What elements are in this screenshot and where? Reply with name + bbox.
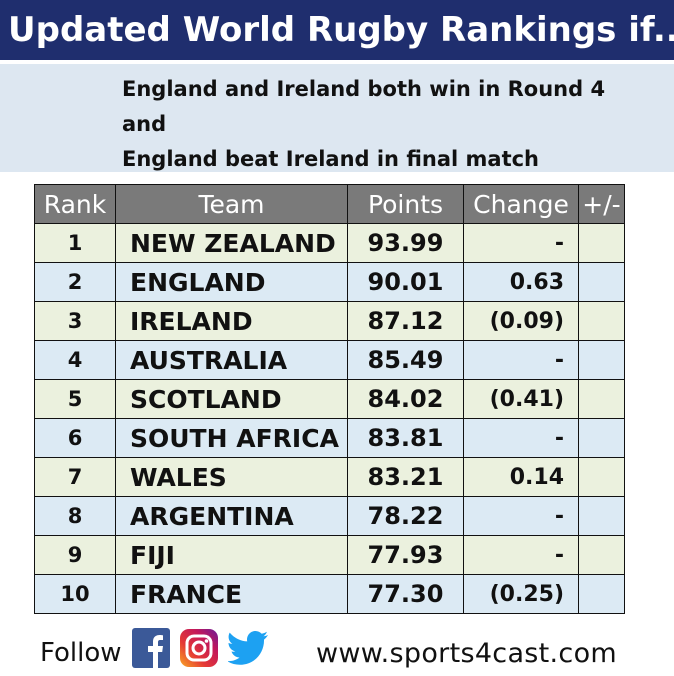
points-cell: 77.93 [347,535,464,575]
team-cell: SCOTLAND [115,379,348,419]
table-row: 8 ARGENTINA 78.22 - [34,496,625,536]
footer: Follow www.sports4cas [0,624,674,676]
website-link[interactable]: www.sports4cast.com [316,638,617,669]
scenario-line-1: England and Ireland both win in Round 4 [122,77,606,101]
rank-cell: 10 [34,574,116,614]
facebook-icon[interactable] [132,628,170,672]
points-cell: 90.01 [347,262,464,302]
points-cell: 83.81 [347,418,464,458]
rank-cell: 7 [34,457,116,497]
table-row: 4 AUSTRALIA 85.49 - [34,340,625,380]
rank-cell: 9 [34,535,116,575]
plus-minus-cell [578,496,625,536]
instagram-icon[interactable] [180,628,218,672]
plus-minus-cell [578,223,625,263]
table-row: 5 SCOTLAND 84.02 (0.41) [34,379,625,419]
plus-minus-cell [578,262,625,302]
rank-cell: 1 [34,223,116,263]
change-cell: 0.63 [463,262,579,302]
change-cell: - [463,223,579,263]
table-row: 9 FIJI 77.93 - [34,535,625,575]
rank-cell: 8 [34,496,116,536]
table-row: 7 WALES 83.21 0.14 [34,457,625,497]
header-rank: Rank [34,184,116,224]
header-points: Points [347,184,464,224]
header-team: Team [115,184,348,224]
header-change: Change [463,184,579,224]
page-title: Updated World Rugby Rankings if... [0,0,674,60]
follow-label: Follow [40,638,122,668]
team-cell: FRANCE [115,574,348,614]
rank-cell: 4 [34,340,116,380]
team-cell: SOUTH AFRICA [115,418,348,458]
scenario-line-3: England beat Ireland in final match [122,147,540,171]
points-cell: 85.49 [347,340,464,380]
points-cell: 77.30 [347,574,464,614]
team-cell: AUSTRALIA [115,340,348,380]
rank-cell: 5 [34,379,116,419]
plus-minus-cell [578,574,625,614]
table-row: 3 IRELAND 87.12 (0.09) [34,301,625,341]
rankings-table-container: Rank Team Points Change +/- 1 NEW ZEALAN… [34,184,625,614]
change-cell: - [463,496,579,536]
plus-minus-cell [578,418,625,458]
table-row: 2 ENGLAND 90.01 0.63 [34,262,625,302]
rank-cell: 2 [34,262,116,302]
change-cell: - [463,535,579,575]
plus-minus-cell [578,301,625,341]
plus-minus-cell [578,379,625,419]
scenario-panel: England and Ireland both win in Round 4 … [0,64,674,172]
points-cell: 93.99 [347,223,464,263]
change-cell: (0.25) [463,574,579,614]
points-cell: 78.22 [347,496,464,536]
change-cell: - [463,340,579,380]
points-cell: 83.21 [347,457,464,497]
plus-minus-cell [578,535,625,575]
points-cell: 87.12 [347,301,464,341]
table-header-row: Rank Team Points Change +/- [34,184,625,224]
team-cell: NEW ZEALAND [115,223,348,263]
points-cell: 84.02 [347,379,464,419]
header-plus-minus: +/- [578,184,625,224]
team-cell: WALES [115,457,348,497]
rank-cell: 6 [34,418,116,458]
change-cell: (0.09) [463,301,579,341]
team-cell: ENGLAND [115,262,348,302]
team-cell: FIJI [115,535,348,575]
team-cell: ARGENTINA [115,496,348,536]
plus-minus-cell [578,457,625,497]
table-row: 1 NEW ZEALAND 93.99 - [34,223,625,263]
change-cell: 0.14 [463,457,579,497]
team-cell: IRELAND [115,301,348,341]
twitter-icon[interactable] [226,628,270,672]
change-cell: (0.41) [463,379,579,419]
plus-minus-cell [578,340,625,380]
table-row: 10 FRANCE 77.30 (0.25) [34,574,625,614]
table-row: 6 SOUTH AFRICA 83.81 - [34,418,625,458]
scenario-line-2: and [122,112,167,136]
rankings-table: Rank Team Points Change +/- 1 NEW ZEALAN… [34,184,625,614]
change-cell: - [463,418,579,458]
rank-cell: 3 [34,301,116,341]
